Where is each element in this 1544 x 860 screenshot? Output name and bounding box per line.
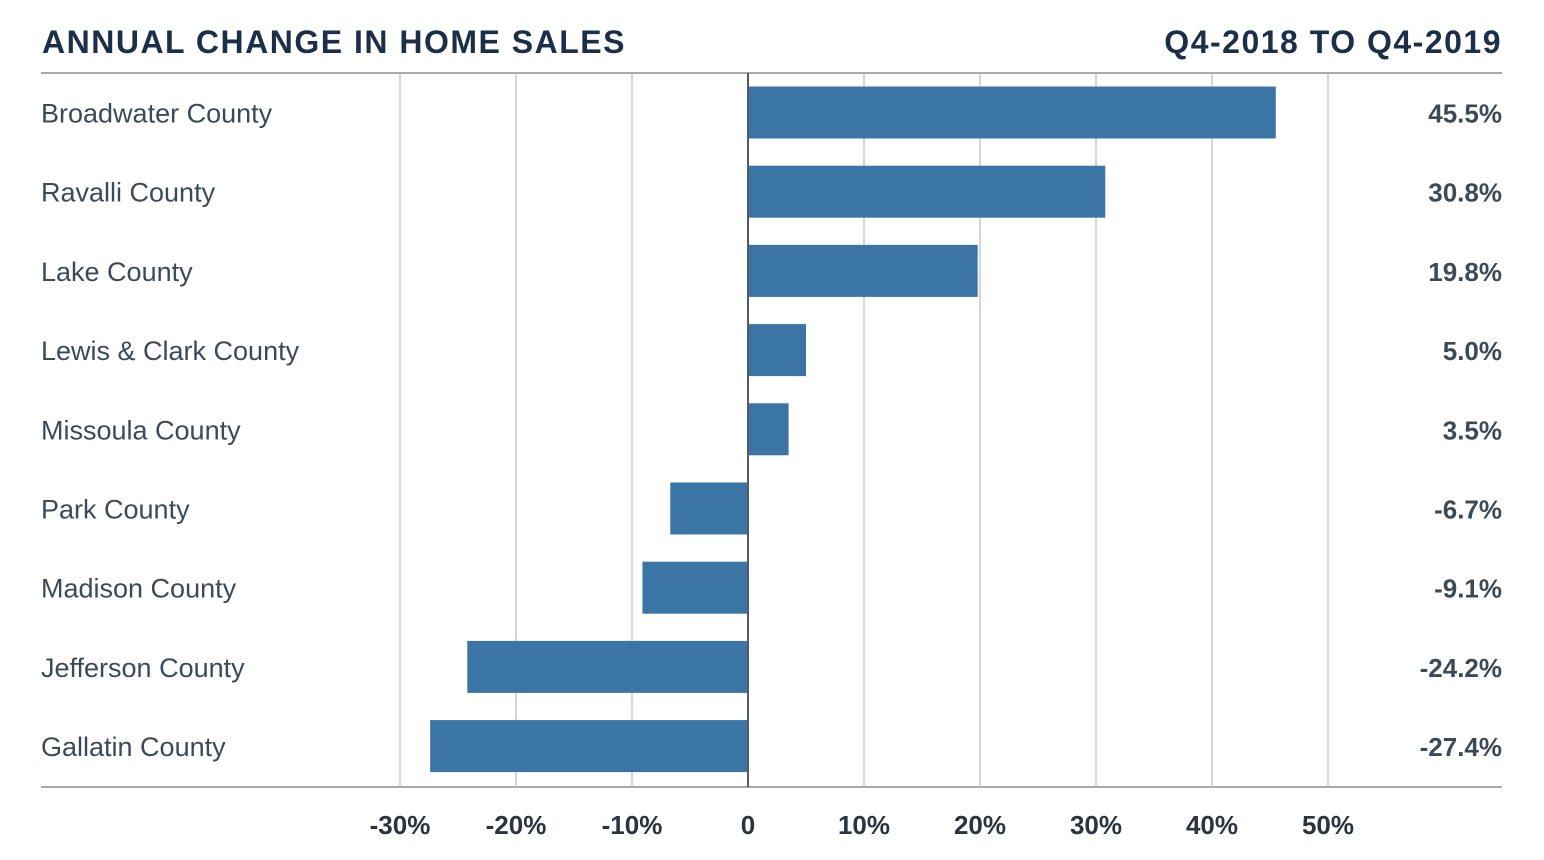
x-tick-label: 0 — [741, 810, 755, 840]
x-tick-label: -20% — [486, 810, 547, 840]
bar — [748, 324, 806, 377]
category-label: Gallatin County — [41, 732, 226, 762]
bar — [642, 561, 748, 614]
bar — [748, 244, 978, 297]
value-label: 5.0% — [1443, 336, 1502, 366]
bar — [748, 403, 789, 456]
value-label: -24.2% — [1420, 653, 1502, 683]
chart-title: ANNUAL CHANGE IN HOME SALES — [42, 24, 626, 60]
category-label: Jefferson County — [41, 653, 245, 683]
value-label: -9.1% — [1434, 574, 1502, 604]
bar — [467, 640, 748, 693]
category-label: Lewis & Clark County — [41, 336, 300, 366]
bar — [670, 482, 748, 535]
value-label: 30.8% — [1428, 178, 1502, 208]
value-label: 3.5% — [1443, 415, 1502, 445]
x-tick-label: 20% — [954, 810, 1006, 840]
x-tick-label: -30% — [370, 810, 431, 840]
bar — [430, 720, 748, 773]
category-label: Madison County — [41, 574, 237, 604]
category-label: Missoula County — [41, 415, 241, 445]
x-tick-label: 10% — [838, 810, 890, 840]
bar — [748, 86, 1276, 139]
x-tick-label: 50% — [1302, 810, 1354, 840]
chart-period: Q4-2018 TO Q4-2019 — [1164, 24, 1502, 60]
category-label: Broadwater County — [41, 99, 273, 129]
category-label: Lake County — [41, 257, 193, 287]
value-label: -27.4% — [1420, 732, 1502, 762]
x-tick-label: -10% — [602, 810, 663, 840]
bar — [748, 165, 1106, 218]
value-label: 19.8% — [1428, 257, 1502, 287]
value-label: 45.5% — [1428, 99, 1502, 129]
x-tick-label: 30% — [1070, 810, 1122, 840]
value-label: -6.7% — [1434, 495, 1502, 525]
category-label: Park County — [41, 495, 190, 525]
x-tick-label: 40% — [1186, 810, 1238, 840]
category-label: Ravalli County — [41, 178, 216, 208]
